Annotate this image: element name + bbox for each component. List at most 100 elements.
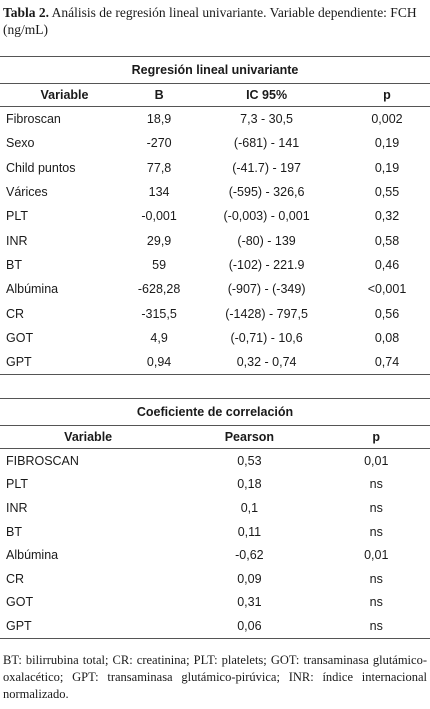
regression-cell: Albúmina bbox=[6, 282, 59, 297]
regression-cell: 0,32 bbox=[374, 209, 400, 224]
regression-column-header: IC 95% bbox=[189, 83, 344, 107]
correlation-cell: 0,06 bbox=[176, 614, 323, 639]
regression-cell: 0,08 bbox=[374, 330, 400, 345]
correlation-cell: 0,1 bbox=[240, 500, 259, 515]
table-row: BT 59 (-102) - 221.9 0,46 bbox=[0, 253, 430, 277]
regression-cell: (-907) - (-349) bbox=[227, 282, 306, 297]
regression-cell: 18,9 bbox=[146, 112, 172, 127]
table-row: INR 29,9 (-80) - 139 0,58 bbox=[0, 228, 430, 252]
regression-column-header: B bbox=[129, 83, 190, 107]
regression-cell: (-80) - 139 bbox=[237, 233, 296, 248]
regression-cell: 7,3 - 30,5 bbox=[240, 112, 293, 127]
correlation-cell: ns bbox=[369, 595, 383, 610]
correlation-cell: Albúmina bbox=[6, 548, 59, 563]
regression-cell: 0,58 bbox=[374, 233, 400, 248]
correlation-cell: 0,09 bbox=[237, 571, 262, 586]
regression-cell: (-595) - 326,6 bbox=[228, 185, 305, 200]
caption-label: Tabla 2. bbox=[3, 5, 50, 20]
table-row: Várices 134 (-595) - 326,6 0,55 bbox=[0, 180, 430, 204]
correlation-cell: FIBROSCAN bbox=[6, 453, 79, 468]
table-row: PLT -0,001 (-0,003) - 0,001 0,32 bbox=[0, 204, 430, 228]
regression-column-header: Variable bbox=[0, 83, 129, 107]
table-row: Albúmina -0,62 0,01 bbox=[0, 543, 430, 567]
correlation-cell: 0,01 bbox=[364, 453, 389, 468]
regression-cell: 29,9 bbox=[146, 233, 172, 248]
correlation-cell: 0,01 bbox=[364, 548, 389, 563]
regression-cell: INR bbox=[6, 233, 28, 248]
regression-cell: -270 bbox=[146, 136, 172, 151]
correlation-cell: ns bbox=[322, 614, 430, 639]
correlation-cell: ns bbox=[369, 477, 383, 492]
regression-cell: (-1428) - 797,5 bbox=[225, 306, 308, 321]
regression-cell: (-102) - 221.9 bbox=[228, 257, 305, 272]
regression-cell: (-0,003) - 0,001 bbox=[223, 209, 310, 224]
regression-cell: Várices bbox=[6, 185, 48, 200]
regression-cell: (-41.7) - 197 bbox=[232, 160, 301, 175]
correlation-cell: INR bbox=[6, 500, 28, 515]
regression-cell: 4,9 bbox=[150, 330, 168, 345]
caption-text: Análisis de regresión lineal univariante… bbox=[3, 5, 417, 37]
regression-cell: 0,32 - 0,74 bbox=[189, 349, 344, 376]
regression-table: Regresión lineal univariante Variable B IC… bbox=[0, 56, 430, 376]
regression-cell: GPT bbox=[0, 349, 129, 376]
regression-cell: Fibroscan bbox=[6, 112, 61, 127]
regression-title: Regresión lineal univariante bbox=[0, 56, 430, 84]
table-row: CR 0,09 ns bbox=[0, 567, 430, 591]
correlation-column-header: Variable bbox=[0, 425, 177, 449]
regression-cell: Sexo bbox=[6, 136, 35, 151]
correlation-cell: BT bbox=[6, 524, 22, 539]
regression-cell: 0,74 bbox=[343, 349, 430, 376]
table-row: Sexo -270 (-681) - 141 0,19 bbox=[0, 131, 430, 155]
regression-cell: -315,5 bbox=[141, 306, 177, 321]
correlation-cell: ns bbox=[369, 524, 383, 539]
table-row: Child puntos 77,8 (-41.7) - 197 0,19 bbox=[0, 156, 430, 180]
table-row: GPT 0,94 0,32 - 0,74 0,74 bbox=[0, 349, 430, 376]
correlation-cell: 0,31 bbox=[237, 595, 262, 610]
table-caption: Tabla 2. Análisis de regresión lineal un… bbox=[3, 4, 427, 38]
table-row: GOT 4,9 (-0,71) - 10,6 0,08 bbox=[0, 326, 430, 350]
regression-cell: 0,002 bbox=[371, 112, 403, 127]
table-row: INR 0,1 ns bbox=[0, 496, 430, 520]
regression-cell: -628,28 bbox=[137, 282, 181, 297]
regression-cell: 0,46 bbox=[374, 257, 400, 272]
regression-cell: 0,19 bbox=[374, 136, 400, 151]
regression-cell: 77,8 bbox=[146, 160, 172, 175]
table-row: CR -315,5 (-1428) - 797,5 0,56 bbox=[0, 301, 430, 325]
regression-cell: 0,94 bbox=[129, 349, 190, 376]
table-row: FIBROSCAN 0,53 0,01 bbox=[0, 449, 430, 473]
regression-cell: 0,56 bbox=[374, 306, 400, 321]
correlation-cell: PLT bbox=[6, 477, 28, 492]
regression-cell: (-681) - 141 bbox=[233, 136, 300, 151]
regression-cell: 0,19 bbox=[374, 160, 400, 175]
correlation-title: Coeficiente de correlación bbox=[0, 398, 430, 426]
correlation-cell: GOT bbox=[6, 595, 34, 610]
table-row: GOT 0,31 ns bbox=[0, 591, 430, 615]
regression-cell: 59 bbox=[152, 257, 167, 272]
correlation-cell: -0,62 bbox=[235, 548, 264, 563]
regression-cell: GOT bbox=[6, 330, 34, 345]
regression-cell: BT bbox=[6, 257, 22, 272]
regression-column-header: p bbox=[343, 83, 430, 107]
correlation-cell: 0,18 bbox=[237, 477, 262, 492]
table-row: GPT 0,06 ns bbox=[0, 614, 430, 639]
table-row: BT 0,11 ns bbox=[0, 520, 430, 544]
correlation-cell: CR bbox=[6, 571, 25, 586]
table-row: Albúmina -628,28 (-907) - (-349) <0,001 bbox=[0, 277, 430, 301]
regression-cell: <0,001 bbox=[367, 282, 407, 297]
correlation-cell: 0,11 bbox=[237, 524, 262, 539]
regression-cell: CR bbox=[6, 306, 25, 321]
regression-cell: -0,001 bbox=[141, 209, 177, 224]
regression-cell: 134 bbox=[148, 185, 170, 200]
footnote: BT: bilirrubina total; CR: creatinina; P… bbox=[3, 653, 427, 701]
regression-cell: Child puntos bbox=[6, 160, 76, 175]
correlation-table: Coeficiente de correlación Variable Pears… bbox=[0, 398, 430, 639]
table-row: PLT 0,18 ns bbox=[0, 473, 430, 497]
regression-cell: PLT bbox=[6, 209, 28, 224]
regression-cell: 0,55 bbox=[374, 185, 400, 200]
correlation-cell: ns bbox=[369, 571, 383, 586]
correlation-cell: 0,53 bbox=[237, 453, 262, 468]
correlation-column-header: p bbox=[322, 425, 430, 449]
table-row: Fibroscan 18,9 7,3 - 30,5 0,002 bbox=[0, 107, 430, 132]
regression-cell: (-0,71) - 10,6 bbox=[230, 330, 303, 345]
correlation-cell: ns bbox=[369, 500, 383, 515]
